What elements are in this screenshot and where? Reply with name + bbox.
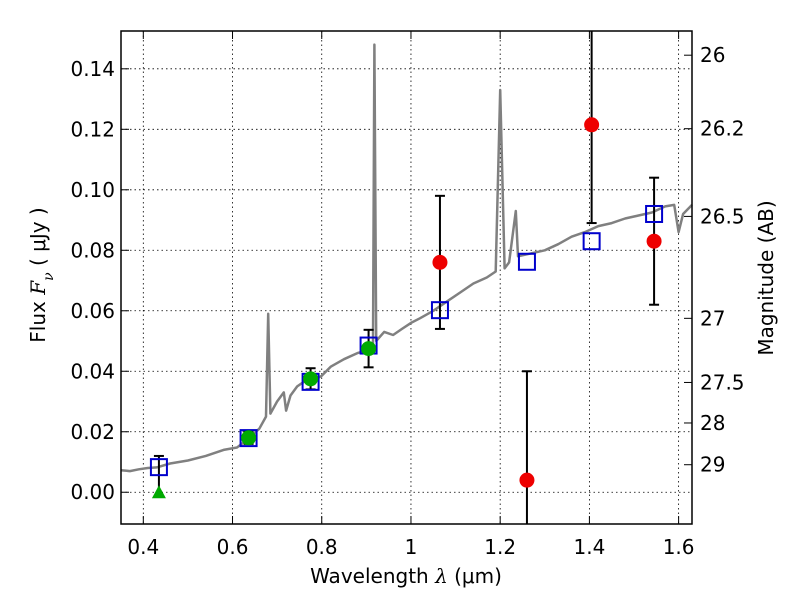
plot-frame bbox=[120, 30, 693, 525]
data-markers bbox=[149, 31, 664, 524]
y-tick-label: 0.08 bbox=[70, 238, 115, 262]
y-axis-title-text: Flux bbox=[26, 295, 50, 343]
x-axis-title-lambda: λ bbox=[434, 564, 448, 588]
model-flux-square bbox=[149, 458, 168, 477]
y2-tick-label: 27 bbox=[700, 306, 725, 330]
upper-limit-triangle bbox=[151, 485, 166, 499]
y-tick-label: 0.04 bbox=[70, 359, 115, 383]
model-flux-square bbox=[430, 301, 449, 320]
y-tick-label: 0.06 bbox=[70, 299, 115, 323]
model-flux-square bbox=[517, 252, 536, 271]
y2-tick-label: 28 bbox=[700, 411, 725, 435]
y-axis-title-nu: ν bbox=[41, 272, 57, 281]
y-axis-title-f: F bbox=[26, 280, 50, 296]
x-tick-label: 1 bbox=[405, 535, 418, 559]
grid-lines bbox=[121, 31, 692, 524]
observed-flux-point bbox=[361, 341, 377, 357]
x-axis-title-unit: (μm) bbox=[448, 564, 502, 588]
observed-flux-point bbox=[241, 430, 257, 446]
y-tick-label: 0.10 bbox=[70, 178, 115, 202]
observed-flux-point bbox=[584, 117, 600, 133]
axis-ticks: 0.4 0.6 0.8 1 1.2 1.4 1.6 0.00 0.02 0.04 0.06 0.08 0… bbox=[70, 31, 745, 559]
spectrum-line bbox=[120, 43, 693, 473]
y2-tick-label: 26 bbox=[700, 43, 725, 67]
observed-flux-point bbox=[646, 233, 662, 249]
x-tick-label: 1.2 bbox=[484, 535, 516, 559]
y-tick-label: 0.14 bbox=[70, 57, 115, 81]
y-axis-title: Flux Fν ( μJy ) bbox=[26, 207, 57, 342]
y2-tick-label: 27.5 bbox=[700, 370, 745, 394]
x-tick-label: 0.4 bbox=[127, 535, 159, 559]
y-axis-title-unit: ( μJy ) bbox=[26, 207, 50, 272]
y-tick-label: 0.02 bbox=[70, 420, 115, 444]
model-spectrum bbox=[120, 43, 693, 473]
y-tick-label: 0.00 bbox=[70, 480, 115, 504]
x-tick-label: 0.8 bbox=[306, 535, 338, 559]
model-flux-square bbox=[582, 232, 601, 251]
y2-tick-label: 26.5 bbox=[700, 204, 745, 228]
model-flux-square bbox=[239, 429, 258, 448]
x-tick-label: 0.6 bbox=[217, 535, 249, 559]
observed-flux-point bbox=[303, 371, 319, 387]
x-tick-label: 1.4 bbox=[573, 535, 605, 559]
x-tick-label: 1.6 bbox=[663, 535, 695, 559]
observed-flux-point bbox=[519, 472, 535, 488]
x-axis-title-text: Wavelength bbox=[310, 564, 435, 588]
model-flux-square bbox=[645, 204, 664, 223]
observed-flux-point bbox=[432, 254, 448, 270]
y-tick-label: 0.12 bbox=[70, 117, 115, 141]
x-axis-title: Wavelength λ (μm) bbox=[310, 564, 502, 588]
y2-tick-label: 26.2 bbox=[700, 117, 745, 141]
y2-tick-label: 29 bbox=[700, 453, 725, 477]
y2-axis-title: Magnitude (AB) bbox=[754, 200, 778, 355]
